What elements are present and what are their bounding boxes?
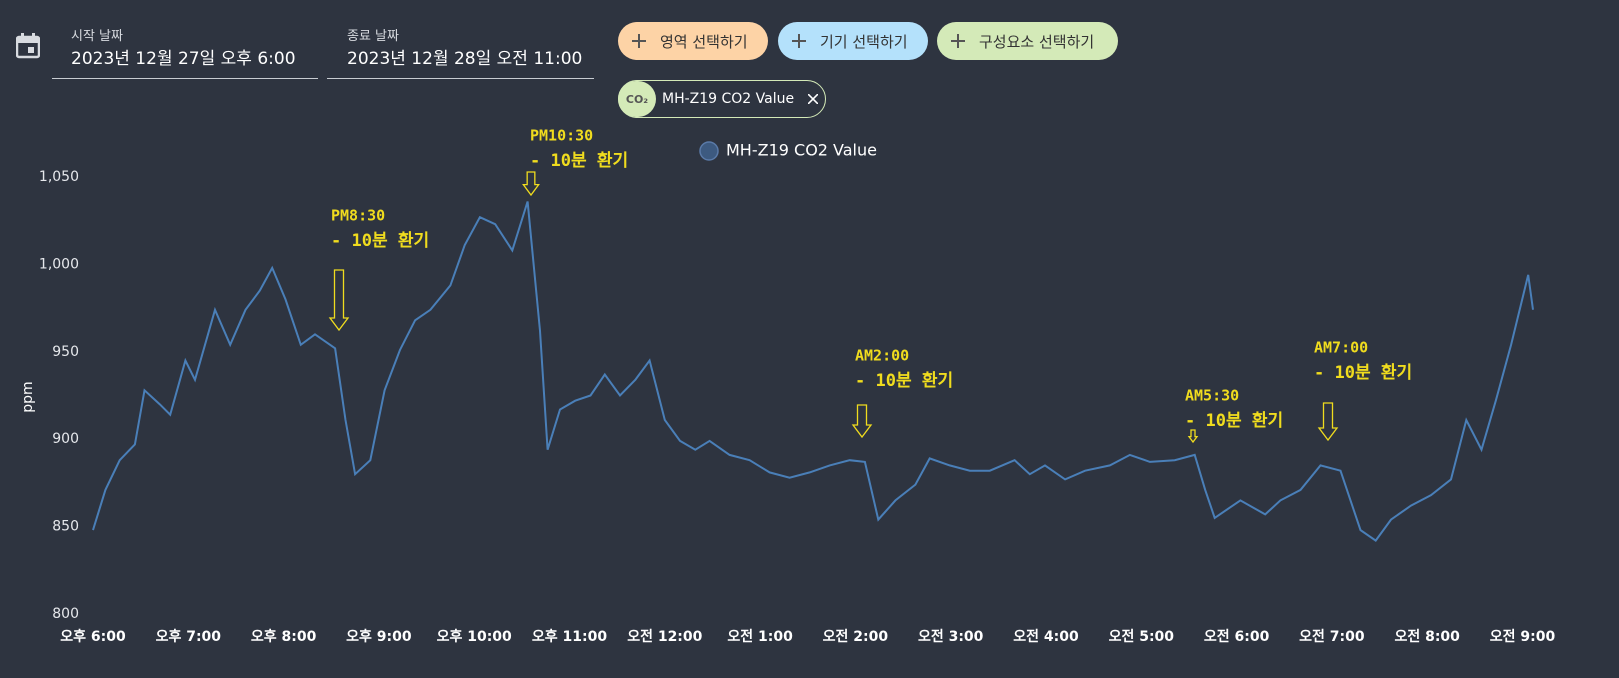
y-tick-label: 850: [52, 519, 79, 535]
annotation-text: - 10분 환기: [1314, 363, 1412, 383]
x-tick-label: 오전 1:00: [727, 628, 793, 645]
start-value[interactable]: 2023년 12월 27일 오후 6:00: [71, 49, 296, 69]
x-tick-label: 오전 7:00: [1299, 628, 1365, 645]
x-tick-label: 오후 9:00: [346, 629, 412, 645]
annotation-text: - 10분 환기: [530, 151, 628, 171]
x-tick-label: 오전 5:00: [1109, 628, 1175, 645]
annotation-arrow: [1317, 402, 1339, 442]
underline: [52, 78, 318, 79]
y-tick-label: 800: [52, 606, 79, 622]
plus-icon: [951, 34, 965, 48]
annotation-text: AM5:30: [1185, 387, 1239, 405]
component-button[interactable]: 구성요소 선택하기: [937, 22, 1118, 60]
y-tick-label: 1,050: [39, 169, 79, 185]
end-label: 종료 날짜: [347, 29, 399, 44]
plus-icon: [792, 34, 806, 48]
annotation-text: PM10:30: [530, 127, 593, 145]
annotation-text: AM7:00: [1314, 339, 1368, 357]
button-label: 영역 선택하기: [660, 32, 748, 51]
annotation-text: - 10분 환기: [1185, 411, 1283, 431]
x-tick-label: 오후 11:00: [532, 629, 607, 645]
x-tick-label: 오전 4:00: [1013, 628, 1079, 645]
x-tick-label: 오전 2:00: [823, 628, 889, 645]
annotation-text: - 10분 환기: [331, 231, 429, 251]
close-icon[interactable]: [808, 94, 819, 104]
legend-label: MH-Z19 CO2 Value: [726, 141, 877, 160]
chip-icon: CO₂: [618, 81, 656, 117]
x-tick-label: 오전 12:00: [627, 628, 702, 645]
x-tick-label: 오후 6:00: [60, 629, 126, 645]
annotation-text: - 10분 환기: [855, 371, 953, 391]
chip[interactable]: CO₂ MH-Z19 CO2 Value: [618, 80, 826, 118]
device-button[interactable]: 기기 선택하기: [778, 22, 928, 60]
x-tick-label: 오전 6:00: [1204, 628, 1270, 645]
button-label: 기기 선택하기: [820, 32, 908, 51]
data-line: [92, 201, 1534, 542]
underline: [327, 78, 594, 79]
x-tick-label: 오후 7:00: [156, 629, 222, 645]
x-tick-label: 오전 8:00: [1394, 628, 1460, 645]
y-tick-label: 900: [52, 431, 79, 447]
annotation-text: PM8:30: [331, 207, 385, 225]
x-tick-label: 오전 3:00: [918, 628, 984, 645]
x-tick-label: 오후 10:00: [437, 629, 512, 645]
end-value[interactable]: 2023년 12월 28일 오전 11:00: [347, 49, 583, 69]
annotation-text: AM2:00: [855, 347, 909, 365]
calendar-icon[interactable]: [16, 33, 40, 59]
annotation-arrow: [522, 171, 540, 197]
area-button[interactable]: 영역 선택하기: [618, 22, 768, 60]
annotation-arrow: [328, 269, 350, 332]
x-tick-label: 오전 9:00: [1490, 628, 1556, 645]
y-axis-label: ppm: [20, 381, 36, 412]
y-tick-label: 1,000: [39, 256, 79, 272]
plus-icon: [632, 34, 646, 48]
legend-marker: [699, 141, 719, 161]
chip-label: MH-Z19 CO2 Value: [662, 91, 795, 107]
annotation-arrow: [1187, 429, 1199, 444]
annotation-arrow: [851, 404, 873, 439]
start-label: 시작 날짜: [71, 29, 123, 44]
button-label: 구성요소 선택하기: [979, 32, 1095, 51]
y-tick-label: 950: [52, 344, 79, 360]
x-tick-label: 오후 8:00: [251, 629, 317, 645]
